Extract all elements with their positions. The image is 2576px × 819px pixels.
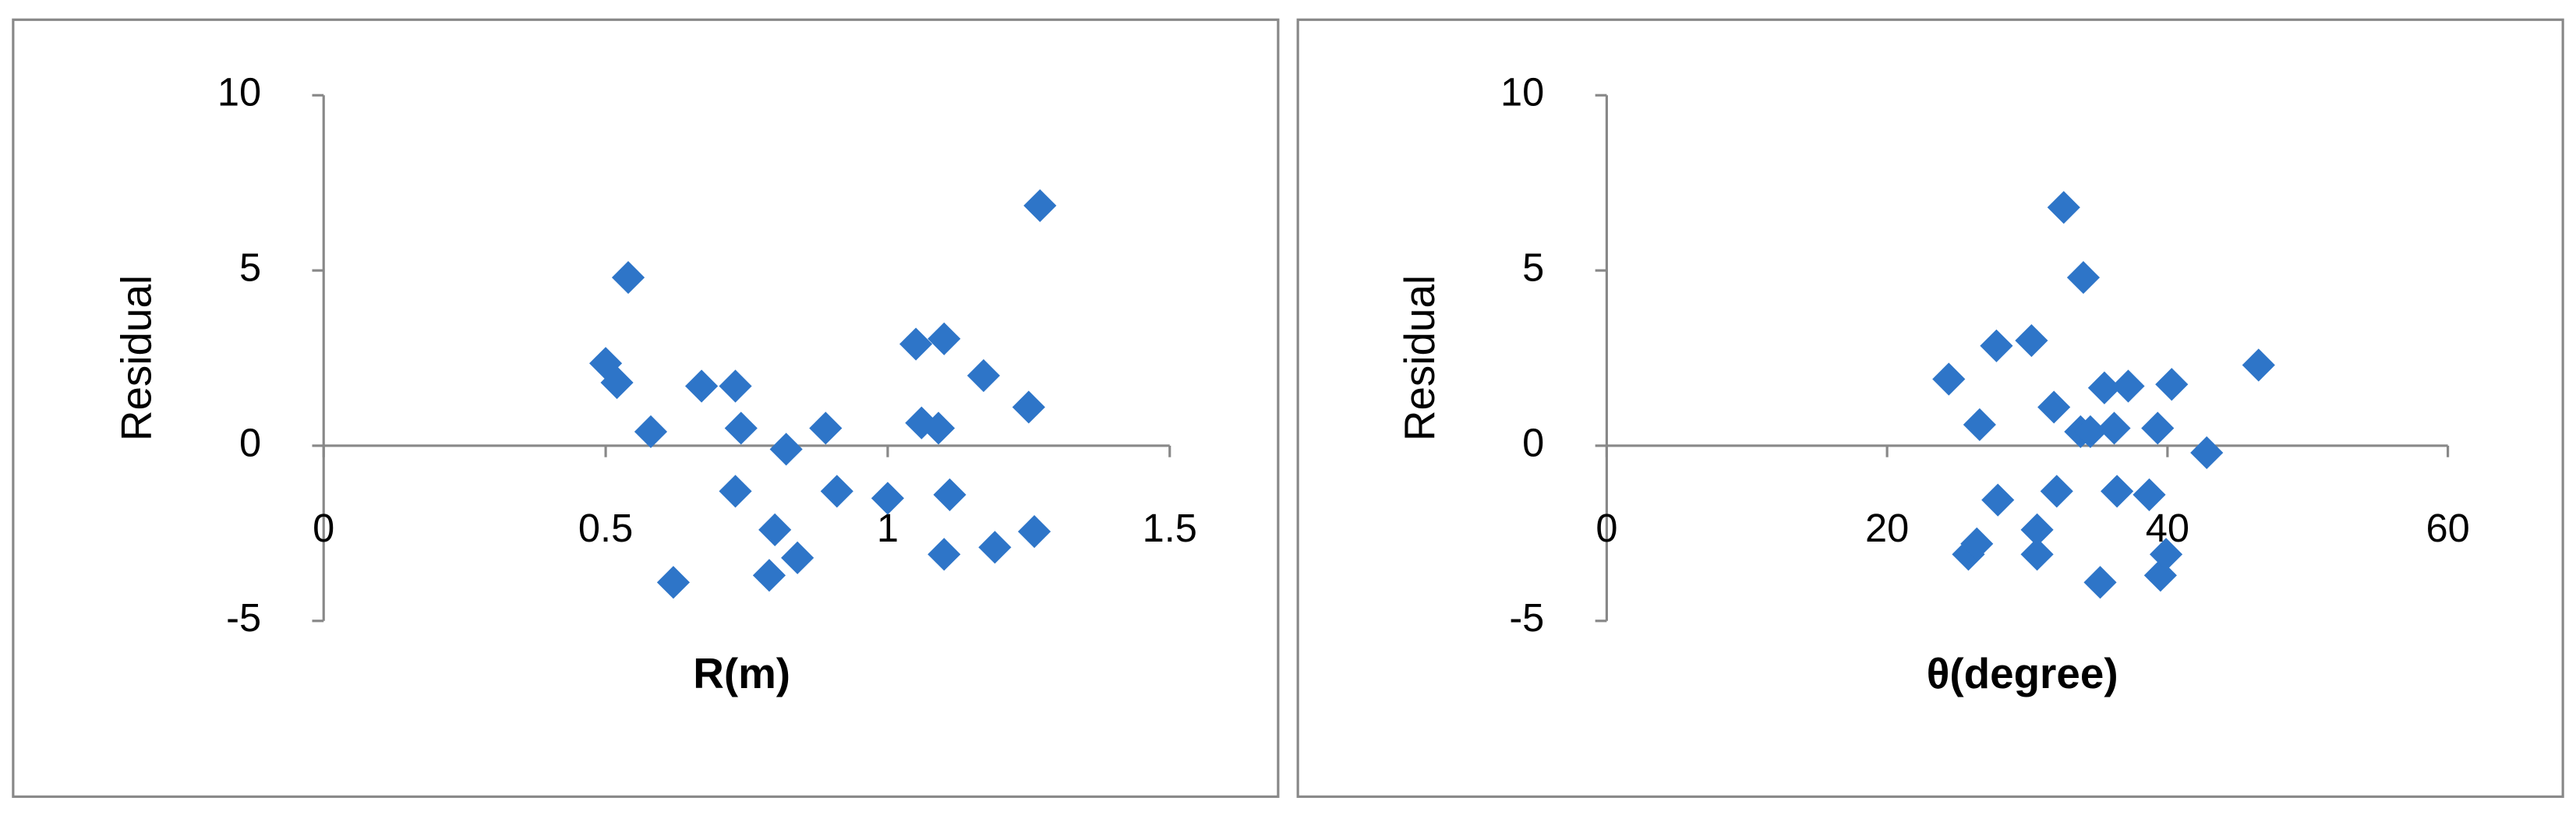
data-point — [611, 261, 645, 295]
y-tick-label: 10 — [1500, 70, 1544, 115]
data-point — [752, 559, 786, 592]
y-tick-label: 10 — [217, 70, 261, 115]
data-point — [2155, 368, 2189, 401]
data-point — [2087, 371, 2122, 404]
data-point — [685, 369, 719, 403]
data-point — [2047, 191, 2080, 224]
y-tick-label: 5 — [1522, 245, 1544, 289]
data-point — [1012, 390, 1045, 424]
data-point — [769, 432, 803, 466]
x-tick-label: 60 — [2426, 506, 2469, 550]
data-point — [2190, 436, 2224, 470]
data-point — [2015, 323, 2048, 358]
x-tick-label: 0.5 — [578, 506, 633, 550]
y-tick-label: -5 — [1509, 595, 1544, 640]
data-point — [2073, 415, 2108, 449]
y-tick-label: -5 — [226, 595, 261, 640]
data-point — [928, 538, 961, 571]
data-point — [978, 531, 1012, 564]
y-axis-title: Residual — [1395, 275, 1443, 441]
data-point — [2101, 475, 2134, 508]
data-point — [2111, 369, 2145, 403]
data-point — [2020, 538, 2054, 571]
x-tick-label: 0 — [1595, 506, 1617, 550]
data-point — [2020, 513, 2054, 546]
data-point — [1980, 329, 2013, 362]
data-point — [758, 513, 792, 546]
data-point — [1017, 515, 1051, 549]
data-point — [871, 482, 904, 515]
data-point — [2037, 390, 2071, 424]
y-tick-label: 5 — [239, 245, 261, 289]
data-point — [1963, 408, 1996, 442]
data-point — [820, 475, 853, 508]
y-axis-title: Residual — [112, 275, 161, 441]
x-tick-label: 20 — [1865, 506, 1909, 550]
x-tick-label: 0 — [313, 506, 334, 550]
panel-border — [1296, 18, 2564, 798]
data-point — [719, 369, 752, 403]
panel-border — [12, 18, 1280, 798]
data-point — [966, 358, 1001, 393]
data-point — [899, 327, 933, 361]
data-point — [2149, 538, 2183, 571]
x-axis-title: R(m) — [693, 649, 790, 697]
y-tick-label: 0 — [1522, 420, 1544, 464]
y-tick-label: 0 — [239, 420, 261, 464]
data-point — [2040, 475, 2073, 508]
x-tick-label: 1.5 — [1143, 506, 1197, 550]
data-point — [809, 411, 843, 445]
data-point — [1932, 362, 1966, 396]
x-axis-title: θ(degree) — [1927, 649, 2118, 697]
data-point — [928, 322, 961, 355]
data-point — [1960, 527, 1994, 560]
data-point — [1023, 189, 1057, 222]
data-point — [719, 475, 752, 508]
